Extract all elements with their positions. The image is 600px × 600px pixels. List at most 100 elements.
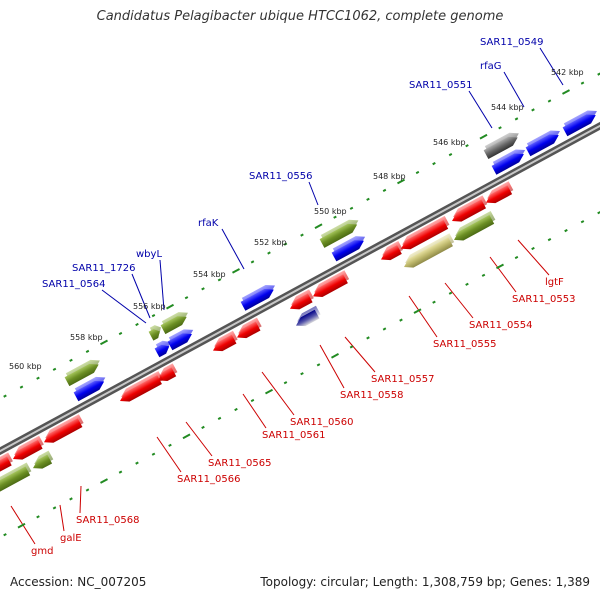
accession-text: Accession: NC_007205 (10, 575, 147, 589)
upper-track-tick (283, 242, 288, 246)
kbp-label: 544 kbp (491, 103, 524, 112)
kbp-label: 542 kbp (551, 68, 584, 77)
upper-track-tick (36, 376, 40, 380)
kbp-label: 560 kbp (9, 362, 42, 371)
upper-track-tick (465, 144, 469, 148)
reverse-gene-label: SAR11_0560 (290, 417, 354, 428)
upper-track-tick (232, 268, 240, 274)
forward-gene-label: SAR11_1726 (72, 263, 136, 274)
forward-gene-label: rfaK (198, 218, 219, 229)
leader-line (156, 436, 182, 473)
leader-line (408, 295, 438, 338)
reverse-gene-label: galE (60, 533, 82, 544)
upper-track-tick (547, 99, 552, 103)
topology-summary: Topology: circular; Length: 1,308,759 bp… (260, 575, 590, 589)
upper-track-tick (267, 251, 271, 255)
kbp-label: 558 kbp (70, 333, 103, 342)
leader-line (503, 71, 525, 108)
lower-track-tick (182, 433, 191, 440)
upper-track-tick (349, 206, 354, 210)
leader-line (308, 181, 319, 206)
lower-track-tick (547, 238, 552, 242)
feature-arrow (120, 371, 164, 402)
upper-track-tick (479, 133, 488, 140)
lower-track-tick (531, 246, 535, 251)
lower-track-tick (300, 372, 304, 376)
reverse-gene-label: lgtF (545, 277, 564, 288)
lower-track-tick (100, 478, 108, 484)
upper-track-tick (432, 162, 436, 166)
feature-arrow (381, 241, 404, 261)
upper-track-tick (382, 188, 387, 192)
forward-gene-label: wbyL (136, 249, 162, 260)
lower-track-tick (481, 273, 486, 277)
upper-track-tick (333, 215, 337, 219)
lower-track-tick (36, 515, 40, 519)
upper-track-tick (85, 349, 90, 353)
upper-track-tick (135, 322, 139, 327)
lower-track-tick (250, 398, 255, 403)
lower-track-tick (52, 506, 57, 510)
upper-track-tick (166, 303, 174, 310)
reverse-gene-label: SAR11_0568 (76, 515, 140, 526)
reverse-gene-label: gmd (31, 546, 53, 557)
leader-line (159, 259, 165, 311)
reverse-gene-label: SAR11_0557 (371, 374, 435, 385)
lower-track-tick (217, 416, 222, 420)
reverse-gene-label: SAR11_0554 (469, 320, 533, 331)
upper-track-tick (118, 331, 123, 336)
reverse-gene-label: SAR11_0558 (340, 390, 404, 401)
reverse-gene-label: SAR11_0566 (177, 474, 241, 485)
upper-track-tick (448, 153, 453, 157)
leader-line (444, 282, 474, 319)
leader-line (344, 336, 376, 373)
reverse-gene-label: SAR11_0553 (512, 294, 576, 305)
lower-track-tick (514, 255, 519, 260)
kbp-label: 550 kbp (314, 207, 347, 216)
feature-arrow (491, 149, 526, 175)
upper-track-tick (562, 89, 570, 95)
lower-track-tick (85, 488, 90, 492)
feature-arrow (404, 233, 455, 268)
feature-arrow (167, 329, 194, 351)
lower-track-tick (448, 291, 453, 295)
lower-track-tick (168, 443, 172, 447)
feature-arrow (73, 376, 106, 402)
feature-arrow (213, 330, 238, 352)
lower-track-tick (331, 353, 339, 359)
lower-track-tick (413, 308, 422, 314)
upper-track-tick (52, 367, 57, 371)
kbp-label: 552 kbp (254, 238, 287, 247)
forward-gene-label: SAR11_0549 (480, 37, 544, 48)
leader-line (221, 228, 245, 270)
lower-track-tick (3, 533, 7, 537)
leader-line (319, 344, 345, 389)
upper-track-tick (184, 296, 189, 300)
lower-track-tick (564, 229, 568, 233)
upper-track-tick (580, 81, 585, 85)
forward-gene-label: SAR11_0551 (409, 80, 473, 91)
lower-track-tick (135, 461, 139, 465)
upper-track-tick (100, 339, 108, 346)
lower-track-tick (316, 363, 321, 367)
kbp-label: 548 kbp (373, 172, 406, 181)
lower-track-tick (201, 425, 205, 429)
feature-arrow (64, 359, 100, 387)
lower-track-tick (349, 345, 354, 349)
map-title: Candidatus Pelagibacter ubique HTCC1062,… (96, 9, 504, 24)
upper-track-tick (397, 178, 405, 185)
feature-arrow (0, 452, 13, 472)
kbp-label: 556 kbp (133, 302, 166, 311)
feature-arrow (13, 435, 44, 460)
feature-arrow (33, 450, 54, 469)
leader-line (489, 256, 517, 293)
leader-line (517, 239, 550, 276)
leader-line (131, 273, 151, 319)
label-leader-lines (10, 47, 564, 545)
leader-line (468, 90, 493, 129)
feature-arrow (158, 363, 178, 381)
upper-track-tick (3, 394, 7, 398)
leader-line (59, 504, 65, 532)
feature-arrow (237, 317, 262, 339)
feature-arrow (313, 270, 350, 297)
